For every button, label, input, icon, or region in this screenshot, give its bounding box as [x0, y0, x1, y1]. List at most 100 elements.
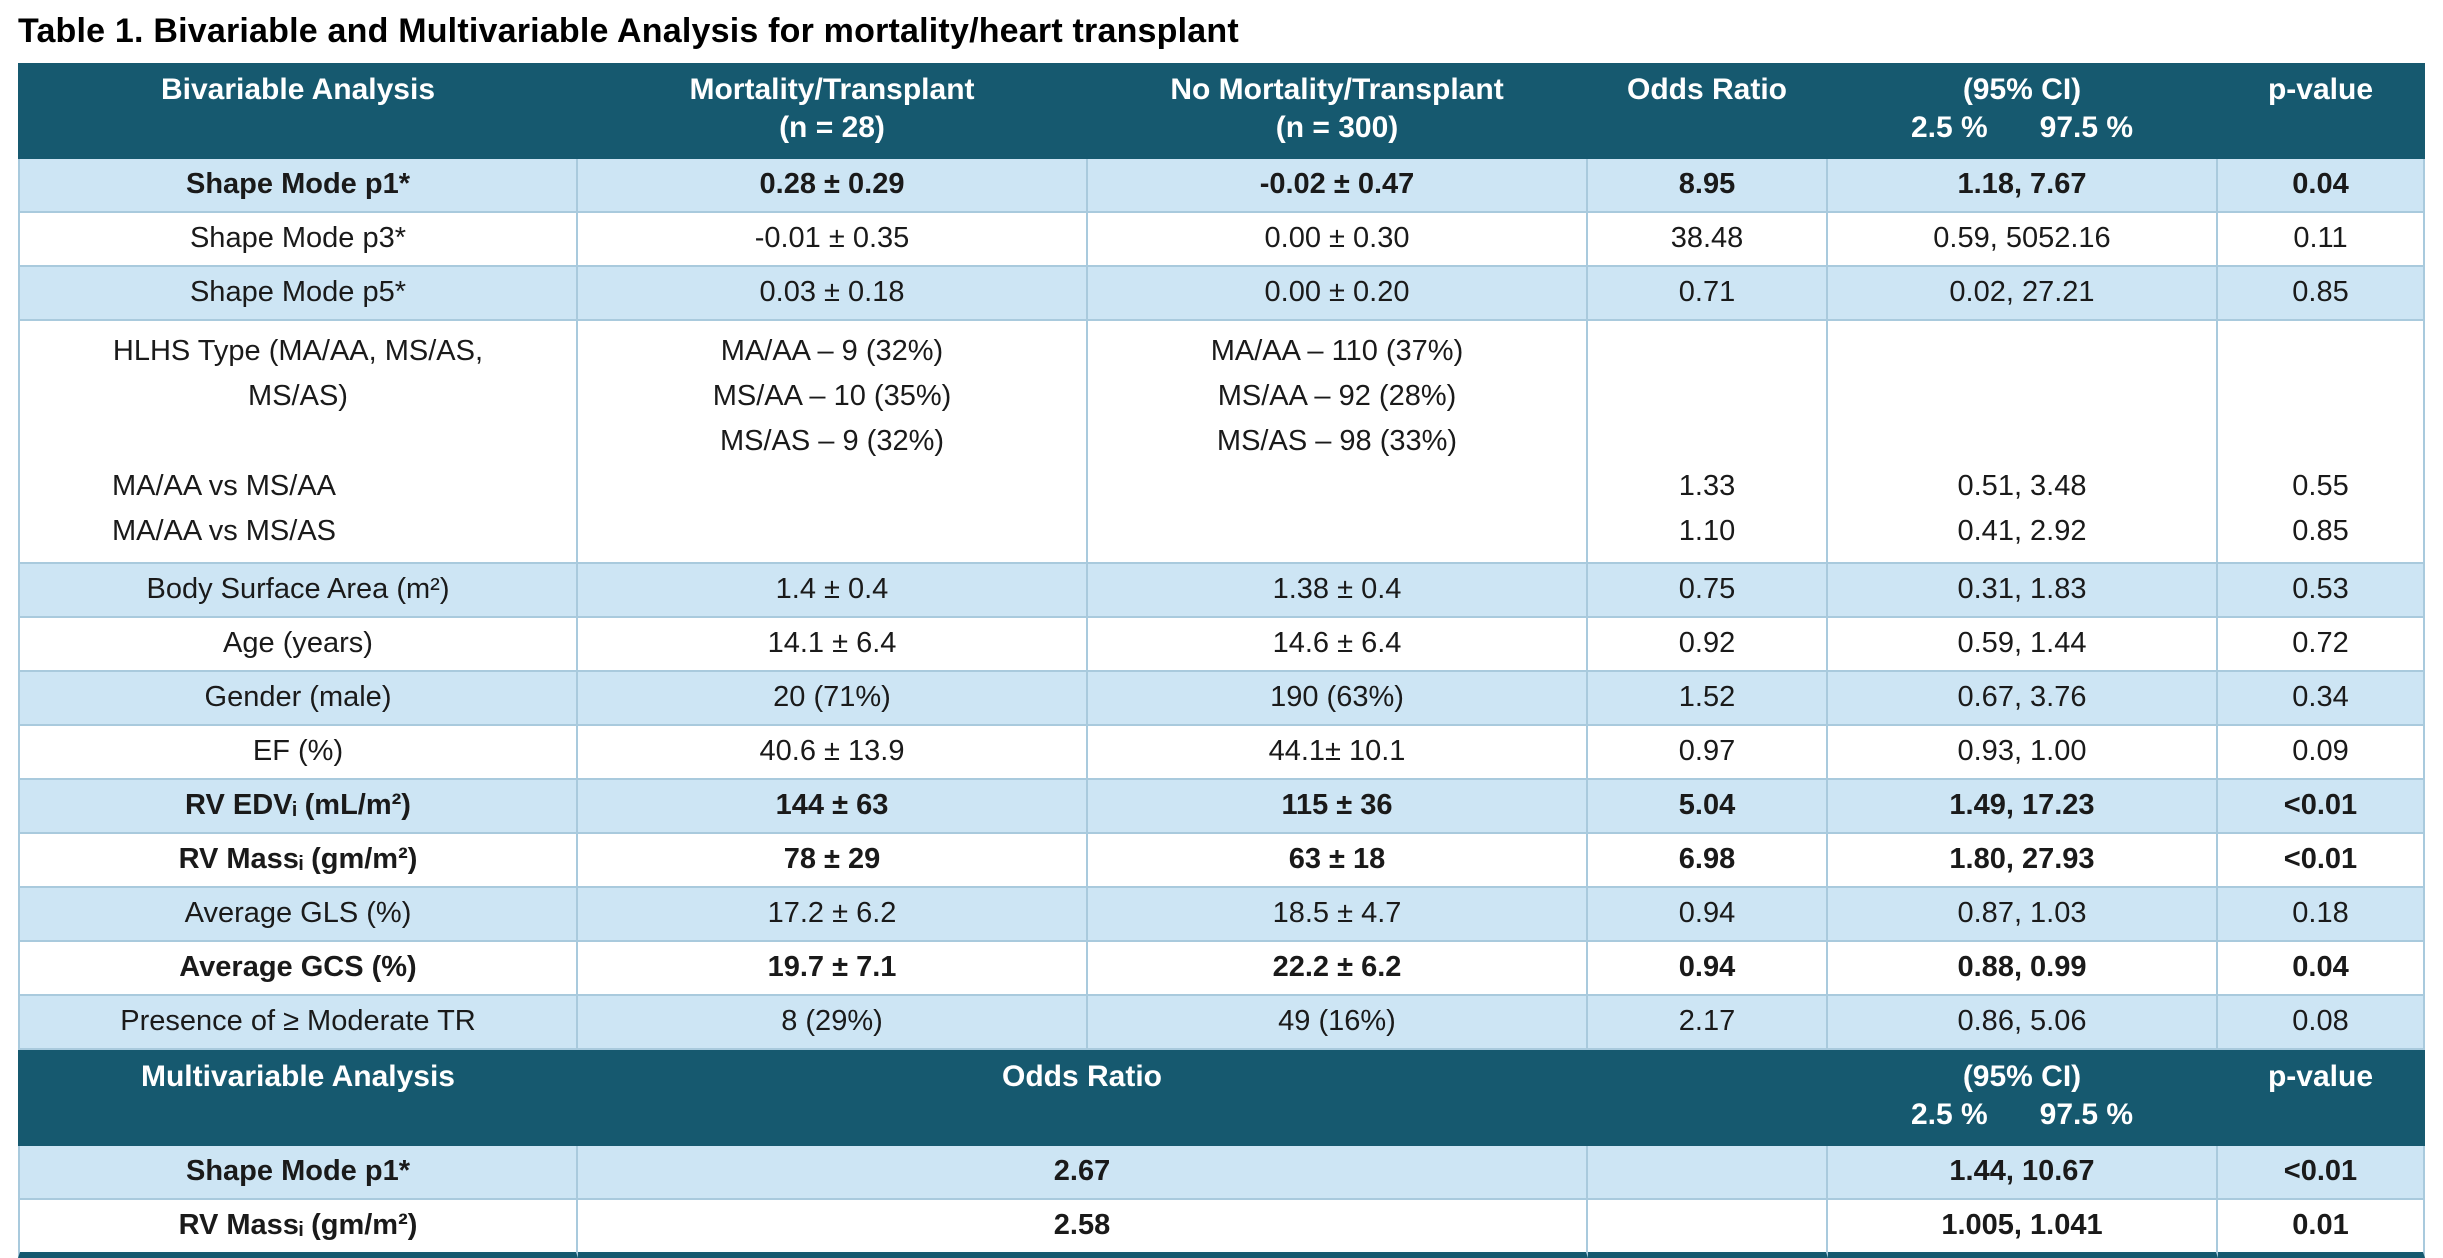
header-mortality-transplant: Mortality/Transplant (n = 28) [578, 63, 1088, 159]
table-row-average-gcs: Average GCS (%) 19.7 ± 7.1 22.2 ± 6.2 0.… [18, 942, 2425, 996]
table-row-gender: Gender (male) 20 (71%) 190 (63%) 1.52 0.… [18, 672, 2425, 726]
ci-cell: 0.93, 1.00 [1828, 726, 2218, 780]
mortality-cell: 0.28 ± 0.29 [578, 159, 1088, 213]
table-row-hlhs-type: HLHS Type (MA/AA, MS/AS, MS/AS) MA/AA vs… [18, 321, 2425, 564]
header-label: (95% CI) [1962, 1060, 2082, 1093]
row-label-cell: Average GLS (%) [18, 888, 578, 942]
header-sublabel: (n = 300) [1275, 111, 1399, 144]
ci-cell: 1.80, 27.93 [1828, 834, 2218, 888]
row-label-cell: Average GCS (%) [18, 942, 578, 996]
mortality-cell: 14.1 ± 6.4 [578, 618, 1088, 672]
ci-cell: 1.18, 7.67 [1828, 159, 2218, 213]
odds-ratio-cell: 2.67 [578, 1146, 1588, 1200]
hlhs-comparison-line: MA/AA vs MS/AS [112, 515, 336, 547]
ci-cell: 1.005, 1.041 [1828, 1200, 2218, 1258]
table-row-rv-massi: RV Massᵢ (gm/m²) 78 ± 29 63 ± 18 6.98 1.… [18, 834, 2425, 888]
header-ci-percentiles: 2.5 % 97.5 % [1828, 109, 2216, 147]
header-label: Bivariable Analysis [160, 73, 436, 106]
table-row-shape-mode-p3: Shape Mode p3* -0.01 ± 0.35 0.00 ± 0.30 … [18, 213, 2425, 267]
row-label-cell: Shape Mode p5* [18, 267, 578, 321]
hlhs-ci-line: 0.41, 2.92 [1957, 515, 2087, 547]
mortality-cell: 17.2 ± 6.2 [578, 888, 1088, 942]
ci-cell: 0.59, 5052.16 [1828, 213, 2218, 267]
hlhs-p-line [2218, 329, 2423, 374]
header-label: Multivariable Analysis [140, 1060, 455, 1093]
table-row-age: Age (years) 14.1 ± 6.4 14.6 ± 6.4 0.92 0… [18, 618, 2425, 672]
odds-ratio-cell: 5.04 [1588, 780, 1828, 834]
hlhs-mortality-line [578, 464, 1086, 509]
hlhs-mortality-line: MS/AA – 10 (35%) [712, 380, 952, 412]
hlhs-odds-line [1588, 329, 1826, 374]
hlhs-mortality-line: MA/AA – 9 (32%) [720, 335, 944, 367]
table-row-rv-edvi: RV EDVᵢ (mL/m²) 144 ± 63 115 ± 36 5.04 1… [18, 780, 2425, 834]
row-label-cell: Body Surface Area (m²) [18, 564, 578, 618]
row-label-cell: Presence of ≥ Moderate TR [18, 996, 578, 1050]
odds-ratio-cell: 8.95 [1588, 159, 1828, 213]
row-label-cell: RV Massᵢ (gm/m²) [18, 1200, 578, 1258]
no-mortality-cell: 0.00 ± 0.20 [1088, 267, 1588, 321]
table-title: Table 1. Bivariable and Multivariable An… [18, 12, 1239, 50]
ci-cell: 0.51, 3.48 0.41, 2.92 [1828, 321, 2218, 564]
p-value-cell: 0.01 [2218, 1200, 2425, 1258]
ci-low-label: 2.5 % [1910, 1098, 1988, 1131]
odds-ratio-cell: 0.94 [1588, 942, 1828, 996]
header-ci: (95% CI) 2.5 % 97.5 % [1828, 63, 2218, 159]
table-row-shape-mode-p5: Shape Mode p5* 0.03 ± 0.18 0.00 ± 0.20 0… [18, 267, 2425, 321]
header-multivariable-analysis: Multivariable Analysis [18, 1050, 578, 1146]
hlhs-label-line: MS/AS) [248, 380, 348, 412]
odds-ratio-cell: 0.97 [1588, 726, 1828, 780]
ci-cell: 1.44, 10.67 [1828, 1146, 2218, 1200]
no-mortality-cell: -0.02 ± 0.47 [1088, 159, 1588, 213]
row-label-cell: HLHS Type (MA/AA, MS/AS, MS/AS) MA/AA vs… [18, 321, 578, 564]
p-value-cell: 0.85 [2218, 267, 2425, 321]
odds-ratio-cell: 1.33 1.10 [1588, 321, 1828, 564]
hlhs-odds-line [1588, 374, 1826, 419]
hlhs-no-mortality-line: MA/AA – 110 (37%) [1210, 335, 1464, 367]
hlhs-odds-line: 1.10 [1678, 515, 1736, 547]
header-bivariable-analysis: Bivariable Analysis [18, 63, 578, 159]
no-mortality-cell: 44.1± 10.1 [1088, 726, 1588, 780]
header-sublabel: (n = 28) [779, 111, 885, 144]
hlhs-p-line: 0.55 [2292, 470, 2349, 502]
p-value-cell: <0.01 [2218, 1146, 2425, 1200]
odds-ratio-cell: 38.48 [1588, 213, 1828, 267]
odds-ratio-cell: 2.17 [1588, 996, 1828, 1050]
hlhs-ci-line [1828, 419, 2216, 464]
multi-row-rv-massi: RV Massᵢ (gm/m²) 2.58 1.005, 1.041 0.01 [18, 1200, 2425, 1258]
odds-ratio-cell: 0.92 [1588, 618, 1828, 672]
ci-high-label: 97.5 % [2039, 1098, 2134, 1131]
odds-ratio-cell: 0.94 [1588, 888, 1828, 942]
hlhs-no-mortality-line: MS/AS – 98 (33%) [1216, 425, 1458, 457]
p-value-cell: 0.04 [2218, 159, 2425, 213]
no-mortality-cell: 22.2 ± 6.2 [1088, 942, 1588, 996]
table-row-moderate-tr: Presence of ≥ Moderate TR 8 (29%) 49 (16… [18, 996, 2425, 1050]
ci-cell: 0.87, 1.03 [1828, 888, 2218, 942]
hlhs-ci-line [1828, 374, 2216, 419]
header-label: Odds Ratio [1626, 73, 1787, 106]
hlhs-ci-line: 0.51, 3.48 [1957, 470, 2087, 502]
odds-ratio-cell: 0.75 [1588, 564, 1828, 618]
mortality-cell: 19.7 ± 7.1 [578, 942, 1088, 996]
mortality-cell: 8 (29%) [578, 996, 1088, 1050]
table-row-shape-mode-p1: Shape Mode p1* 0.28 ± 0.29 -0.02 ± 0.47 … [18, 159, 2425, 213]
header-p-value: p-value [2218, 1050, 2425, 1146]
hlhs-no-mortality-line: MS/AA – 92 (28%) [1217, 380, 1457, 412]
table-row-body-surface-area: Body Surface Area (m²) 1.4 ± 0.4 1.38 ± … [18, 564, 2425, 618]
mortality-cell: 144 ± 63 [578, 780, 1088, 834]
header-ci: (95% CI) 2.5 % 97.5 % [1828, 1050, 2218, 1146]
mortality-cell: 1.4 ± 0.4 [578, 564, 1088, 618]
header-label: Odds Ratio [1001, 1060, 1162, 1093]
header-label: p-value [2267, 1060, 2374, 1093]
no-mortality-cell: 115 ± 36 [1088, 780, 1588, 834]
mortality-cell: 0.03 ± 0.18 [578, 267, 1088, 321]
header-odds-ratio: Odds Ratio [1588, 63, 1828, 159]
hlhs-p-line [2218, 419, 2423, 464]
row-label-cell: EF (%) [18, 726, 578, 780]
p-value-cell: 0.11 [2218, 213, 2425, 267]
p-value-cell: 0.18 [2218, 888, 2425, 942]
ci-cell: 0.59, 1.44 [1828, 618, 2218, 672]
ci-cell: 0.67, 3.76 [1828, 672, 2218, 726]
empty-cell [1588, 1200, 1828, 1258]
no-mortality-cell: 1.38 ± 0.4 [1088, 564, 1588, 618]
multi-row-shape-mode-p1: Shape Mode p1* 2.67 1.44, 10.67 <0.01 [18, 1146, 2425, 1200]
